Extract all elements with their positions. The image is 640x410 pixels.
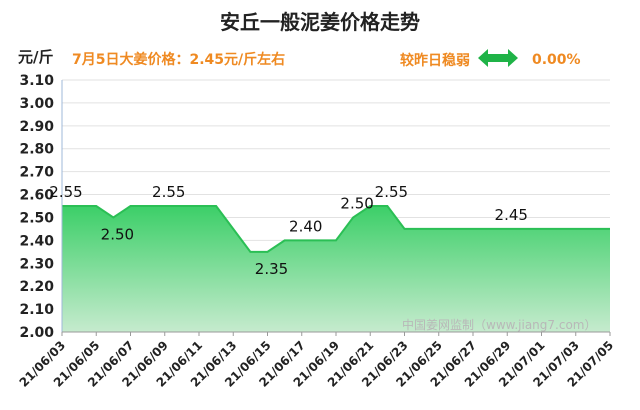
data-labels: 2.552.502.552.352.402.502.552.45: [49, 183, 528, 278]
y-tick-label: 2.80: [19, 142, 54, 158]
data-label: 2.45: [495, 206, 528, 224]
compare-indicator: 较昨日稳弱 0.00%: [400, 49, 581, 71]
double-arrow-icon: [478, 49, 518, 71]
y-tick-label: 2.20: [19, 279, 54, 295]
y-tick-label: 2.00: [19, 325, 54, 341]
y-axis-labels: 3.10 3.00 2.90 2.80 2.70 2.60 2.50 2.40 2.30 2.20…: [19, 73, 54, 341]
y-tick-label: 2.70: [19, 165, 54, 181]
compare-value: 0.00%: [532, 52, 581, 68]
y-unit-label: 元/斤: [18, 48, 54, 66]
data-label: 2.40: [289, 217, 322, 235]
y-tick-label: 3.10: [19, 73, 54, 89]
data-label: 2.55: [375, 183, 408, 201]
y-tick-label: 2.10: [19, 302, 54, 318]
area-fill: [62, 206, 610, 332]
y-tick-label: 2.90: [19, 119, 54, 135]
data-label: 2.50: [340, 194, 373, 212]
data-label: 2.35: [255, 260, 288, 278]
y-tick-label: 2.40: [19, 233, 54, 249]
chart-title: 安丘一般泥姜价格走势: [220, 10, 420, 34]
y-tick-label: 3.00: [19, 96, 54, 112]
watermark: 中国姜网监制（www.jiang7.com）: [402, 318, 597, 332]
y-tick-label: 2.30: [19, 256, 54, 272]
data-label: 2.50: [101, 225, 134, 243]
y-tick-label: 2.60: [19, 188, 54, 204]
x-axis-labels: 21/06/0321/06/0521/06/0721/06/0921/06/11…: [17, 338, 617, 390]
price-line: [62, 205, 610, 253]
price-subtitle: 7月5日大姜价格：2.45元/斤左右: [72, 52, 286, 68]
y-tick-label: 2.50: [19, 210, 54, 226]
data-label: 2.55: [49, 183, 82, 201]
compare-label: 较昨日稳弱: [400, 53, 470, 69]
area-series: [62, 205, 610, 332]
data-label: 2.55: [152, 183, 185, 201]
axes: [61, 80, 611, 336]
